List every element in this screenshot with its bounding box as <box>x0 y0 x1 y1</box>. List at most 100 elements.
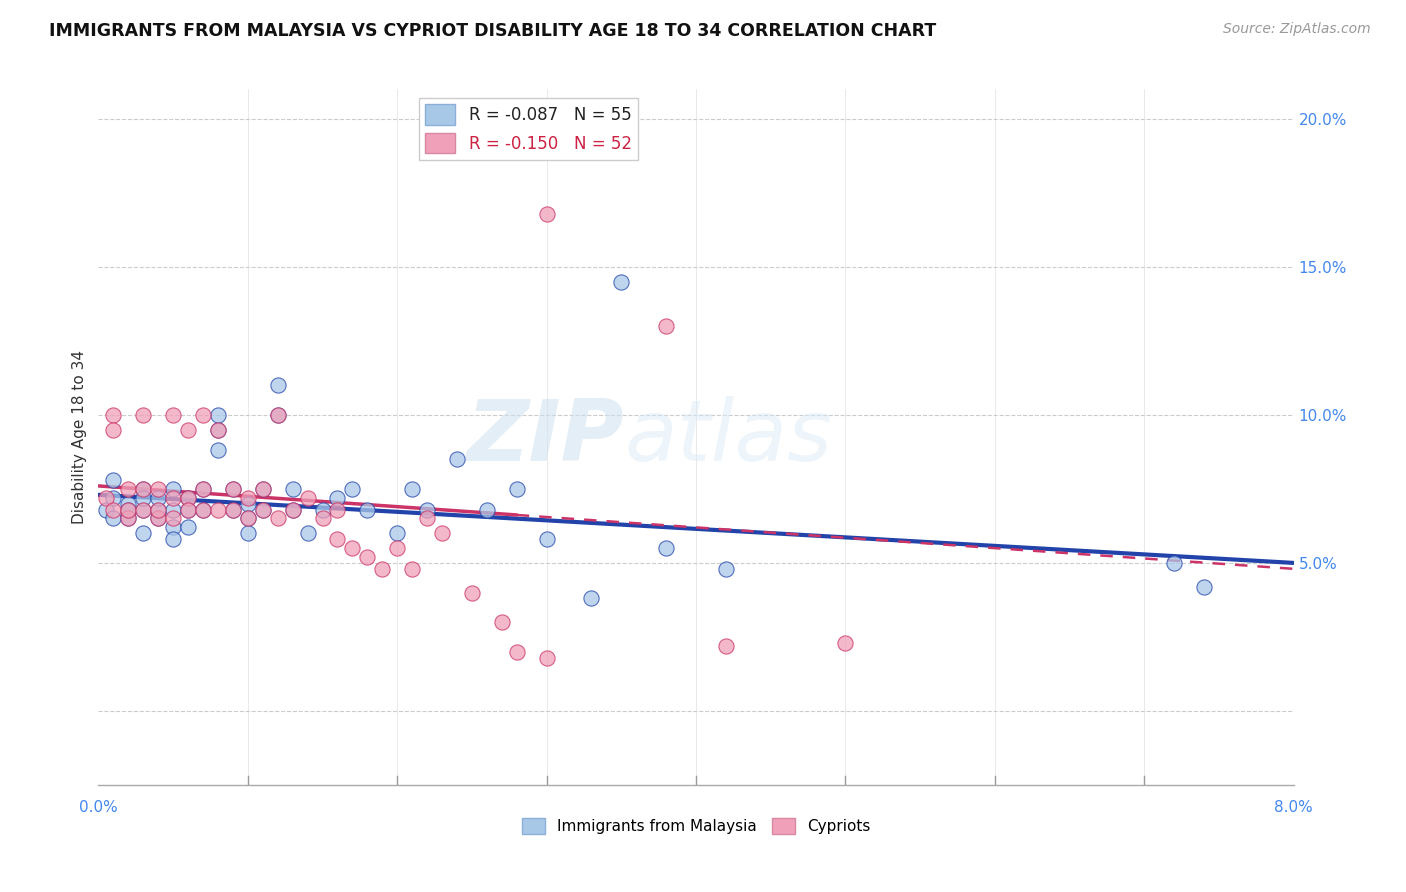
Point <box>191 482 214 496</box>
Point <box>94 491 117 505</box>
Text: atlas: atlas <box>624 395 832 479</box>
Point <box>1163 556 1185 570</box>
Point <box>252 502 274 516</box>
Point <box>117 511 139 525</box>
Point <box>281 502 304 516</box>
Point <box>236 511 259 525</box>
Point <box>252 482 274 496</box>
Point <box>117 511 139 525</box>
Point <box>222 482 245 496</box>
Point <box>162 511 184 525</box>
Point <box>207 423 229 437</box>
Point <box>401 482 423 496</box>
Point <box>267 408 290 422</box>
Point <box>162 520 184 534</box>
Point <box>267 378 290 392</box>
Point <box>461 585 484 599</box>
Point <box>416 502 439 516</box>
Point <box>714 639 737 653</box>
Point <box>207 408 229 422</box>
Point <box>177 491 200 505</box>
Point <box>326 502 349 516</box>
Text: Source: ZipAtlas.com: Source: ZipAtlas.com <box>1223 22 1371 37</box>
Point <box>132 482 155 496</box>
Point <box>401 562 423 576</box>
Point <box>342 541 364 555</box>
Point <box>581 591 603 606</box>
Point <box>177 502 200 516</box>
Point <box>236 511 259 525</box>
Point <box>103 408 125 422</box>
Point <box>148 502 170 516</box>
Point <box>162 408 184 422</box>
Point <box>655 541 678 555</box>
Point <box>191 482 214 496</box>
Point <box>94 502 117 516</box>
Point <box>311 502 333 516</box>
Point <box>162 482 184 496</box>
Legend: Immigrants from Malaysia, Cypriots: Immigrants from Malaysia, Cypriots <box>516 812 876 840</box>
Text: 8.0%: 8.0% <box>1274 800 1313 814</box>
Point <box>117 502 139 516</box>
Point <box>297 526 319 541</box>
Point <box>311 511 333 525</box>
Point <box>117 497 139 511</box>
Point <box>132 491 155 505</box>
Point <box>222 502 245 516</box>
Point <box>475 502 498 516</box>
Point <box>610 275 633 289</box>
Point <box>207 443 229 458</box>
Point <box>207 502 229 516</box>
Point <box>132 526 155 541</box>
Point <box>162 502 184 516</box>
Point <box>177 491 200 505</box>
Point <box>117 482 139 496</box>
Point <box>252 502 274 516</box>
Point <box>222 502 245 516</box>
Point <box>148 491 170 505</box>
Point <box>132 502 155 516</box>
Text: 0.0%: 0.0% <box>79 800 118 814</box>
Point <box>103 511 125 525</box>
Point <box>491 615 513 629</box>
Point <box>385 526 409 541</box>
Point <box>281 502 304 516</box>
Point <box>177 520 200 534</box>
Point <box>148 511 170 525</box>
Point <box>834 636 856 650</box>
Point <box>506 482 529 496</box>
Point <box>162 491 184 505</box>
Point <box>148 511 170 525</box>
Point <box>356 502 378 516</box>
Point <box>252 482 274 496</box>
Point <box>236 491 259 505</box>
Point <box>132 408 155 422</box>
Text: ZIP: ZIP <box>467 395 624 479</box>
Point <box>714 562 737 576</box>
Point <box>177 502 200 516</box>
Point <box>162 533 184 547</box>
Point <box>430 526 453 541</box>
Point <box>356 549 378 564</box>
Point <box>536 533 558 547</box>
Point <box>191 408 214 422</box>
Point <box>103 502 125 516</box>
Point <box>132 502 155 516</box>
Point <box>267 408 290 422</box>
Point <box>207 423 229 437</box>
Point <box>148 482 170 496</box>
Point <box>1192 580 1215 594</box>
Point <box>103 473 125 487</box>
Y-axis label: Disability Age 18 to 34: Disability Age 18 to 34 <box>72 350 87 524</box>
Point <box>326 533 349 547</box>
Point <box>177 423 200 437</box>
Point <box>103 423 125 437</box>
Point <box>536 206 558 220</box>
Point <box>148 502 170 516</box>
Text: IMMIGRANTS FROM MALAYSIA VS CYPRIOT DISABILITY AGE 18 TO 34 CORRELATION CHART: IMMIGRANTS FROM MALAYSIA VS CYPRIOT DISA… <box>49 22 936 40</box>
Point <box>191 502 214 516</box>
Point <box>236 526 259 541</box>
Point <box>297 491 319 505</box>
Point <box>267 511 290 525</box>
Point <box>506 645 529 659</box>
